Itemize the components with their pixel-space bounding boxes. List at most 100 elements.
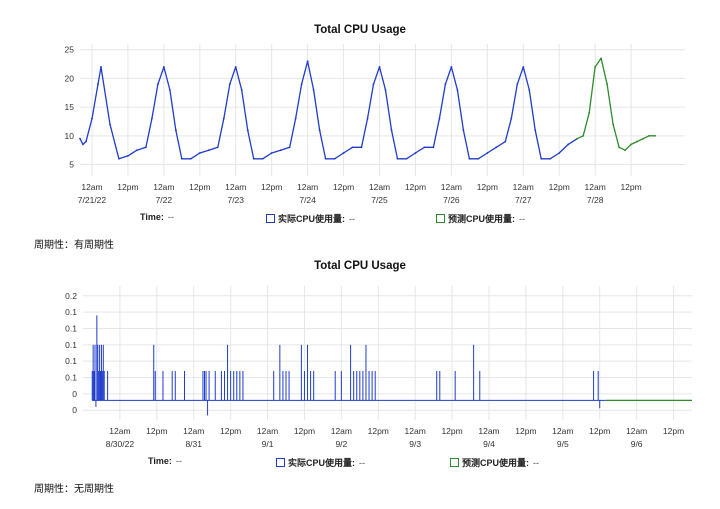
y-tick-label: 0.1 bbox=[65, 373, 77, 383]
actual-cpu-point bbox=[150, 117, 153, 120]
legend-predicted-value: -- bbox=[533, 457, 539, 468]
y-tick-label: 0.1 bbox=[65, 356, 77, 366]
predicted-cpu-point bbox=[642, 137, 644, 140]
x-tick-label: 12am bbox=[225, 182, 246, 192]
x-tick-label: 12pm bbox=[441, 426, 462, 436]
predicted-cpu-point bbox=[606, 83, 609, 86]
x-tick-date-label: 9/1 bbox=[262, 439, 274, 449]
actual-cpu-point bbox=[288, 146, 291, 149]
periodicity-note-1: 周期性：有周期性 bbox=[34, 240, 114, 251]
x-tick-label: 12am bbox=[552, 426, 573, 436]
y-tick-label: 0 bbox=[72, 389, 77, 399]
actual-cpu-point bbox=[456, 89, 459, 91]
predicted-swatch-icon bbox=[436, 214, 445, 223]
predicted-cpu-point bbox=[582, 134, 585, 137]
chart-panel-2: Total CPU Usage 12am 8/30/22 12pm 12am 8/31 1… bbox=[0, 250, 720, 480]
y-tick-label: 15 bbox=[65, 102, 75, 112]
legend-actual-label: 实际CPU使用量: bbox=[288, 458, 355, 468]
actual-cpu-point bbox=[174, 129, 177, 131]
actual-cpu-point bbox=[261, 157, 264, 160]
predicted-cpu-point bbox=[636, 140, 638, 143]
predicted-cpu-point bbox=[624, 149, 626, 152]
actual-cpu-point bbox=[516, 83, 519, 86]
predicted-cpu-point bbox=[630, 143, 632, 146]
x-tick-date-label: 8/31 bbox=[185, 439, 202, 449]
legend-predicted-label: 预测CPU使用量: bbox=[448, 214, 515, 224]
actual-cpu-point bbox=[97, 83, 99, 86]
actual-cpu-point bbox=[240, 89, 243, 91]
actual-cpu-point bbox=[342, 152, 345, 154]
x-tick-label: 12pm bbox=[261, 182, 282, 192]
actual-cpu-point bbox=[522, 66, 525, 68]
x-tick-label: 12pm bbox=[220, 426, 241, 436]
y-tick-label: 0.1 bbox=[65, 340, 77, 350]
actual-swatch-icon bbox=[266, 214, 275, 223]
legend-actual-value: -- bbox=[359, 457, 365, 468]
actual-cpu-point bbox=[450, 66, 453, 68]
x-tick-label: 12am bbox=[369, 182, 390, 192]
x-tick-label: 12am bbox=[331, 426, 352, 436]
x-tick-date-label: 8/30/22 bbox=[106, 439, 135, 449]
predicted-cpu-point bbox=[648, 134, 650, 137]
actual-cpu-point bbox=[351, 146, 354, 149]
legend-actual-value: -- bbox=[349, 213, 355, 224]
x-tick-label: 12am bbox=[478, 426, 499, 436]
actual-cpu-point bbox=[162, 66, 165, 68]
actual-cpu-point bbox=[306, 60, 309, 63]
x-tick-date-label: 9/2 bbox=[335, 439, 347, 449]
actual-cpu-point bbox=[79, 137, 81, 140]
actual-cpu-point bbox=[207, 149, 210, 152]
x-tick-date-label: 7/22 bbox=[156, 195, 173, 205]
legend-time-value: -- bbox=[175, 456, 182, 466]
actual-cpu-point bbox=[414, 152, 417, 154]
actual-cpu-point bbox=[91, 117, 93, 120]
actual-cpu-point bbox=[270, 152, 273, 154]
actual-cpu-point bbox=[510, 117, 513, 120]
x-tick-label: 12pm bbox=[405, 182, 426, 192]
actual-cpu-point bbox=[432, 146, 435, 149]
legend-time: Time: -- bbox=[140, 212, 174, 222]
legend-predicted-value: -- bbox=[519, 213, 525, 224]
predicted-cpu-point bbox=[576, 137, 579, 140]
actual-cpu-point bbox=[222, 117, 225, 120]
actual-cpu-point bbox=[504, 140, 507, 143]
actual-cpu-point bbox=[333, 157, 336, 160]
x-tick-date-label: 9/6 bbox=[631, 439, 643, 449]
x-tick-label: 12am bbox=[183, 426, 204, 436]
x-tick-label: 12pm bbox=[333, 182, 354, 192]
actual-cpu-point bbox=[246, 129, 249, 131]
actual-cpu-point bbox=[144, 146, 147, 149]
x-tick-date-label: 9/5 bbox=[557, 439, 569, 449]
x-tick-label: 12pm bbox=[146, 426, 167, 436]
y-tick-label: 0.1 bbox=[65, 307, 77, 317]
x-tick-label: 12pm bbox=[117, 182, 138, 192]
legend-predicted[interactable]: 预测CPU使用量: -- bbox=[436, 212, 525, 225]
actual-cpu-line bbox=[79, 60, 578, 160]
predicted-cpu-point bbox=[612, 123, 615, 126]
actual-cpu-point bbox=[528, 89, 531, 91]
x-tick-label: 12pm bbox=[663, 426, 684, 436]
predicted-cpu-point bbox=[594, 66, 597, 68]
actual-cpu-point bbox=[100, 66, 102, 68]
actual-cpu-point bbox=[405, 157, 408, 160]
predicted-cpu-line bbox=[576, 57, 655, 151]
x-tick-label: 12am bbox=[513, 182, 534, 192]
y-tick-label: 25 bbox=[65, 45, 75, 55]
actual-cpu-point bbox=[396, 157, 399, 160]
cpu-chart-2[interactable]: 12am 8/30/22 12pm 12am 8/31 12pm 12am 9/1 12pm 12… bbox=[0, 250, 720, 480]
actual-cpu-point bbox=[324, 157, 327, 160]
actual-cpu-point bbox=[366, 117, 369, 120]
x-tick-label: 12pm bbox=[620, 182, 641, 192]
x-tick-label: 12am bbox=[405, 426, 426, 436]
cpu-chart-1[interactable]: 12am 7/21/22 12pm 12am 7/22 12pm 12am 7/23 12pm 1… bbox=[0, 0, 720, 232]
legend-actual[interactable]: 实际CPU使用量: -- bbox=[266, 212, 355, 225]
x-tick-label: 12pm bbox=[477, 182, 498, 192]
legend-time-label: Time: bbox=[148, 456, 172, 466]
x-tick-date-label: 7/26 bbox=[443, 195, 460, 205]
legend-actual[interactable]: 实际CPU使用量: -- bbox=[276, 456, 365, 469]
x-tick-label: 12am bbox=[109, 426, 130, 436]
actual-cpu-point bbox=[118, 157, 120, 160]
legend-time-value: -- bbox=[167, 212, 174, 222]
legend-predicted[interactable]: 预测CPU使用量: -- bbox=[450, 456, 539, 469]
actual-cpu-point bbox=[82, 143, 84, 146]
